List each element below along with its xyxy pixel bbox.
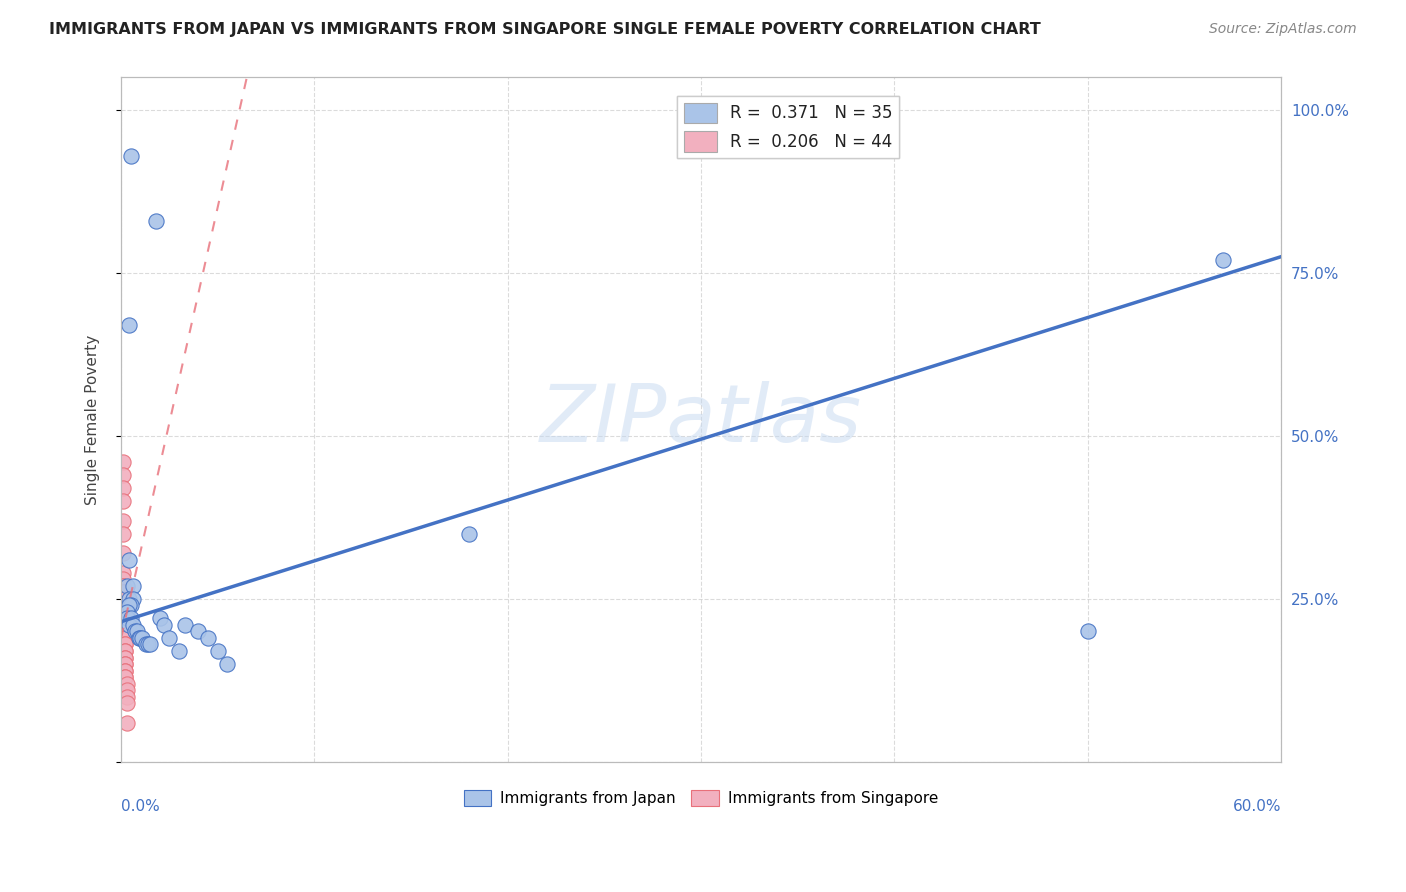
Point bbox=[114, 664, 136, 678]
Point bbox=[114, 644, 136, 658]
Point bbox=[207, 644, 229, 658]
Point bbox=[112, 611, 135, 625]
Point bbox=[112, 618, 135, 632]
Point bbox=[217, 657, 239, 671]
Point bbox=[118, 618, 141, 632]
Point bbox=[112, 591, 135, 606]
Point bbox=[114, 657, 136, 671]
Point bbox=[112, 468, 135, 483]
Point bbox=[112, 455, 135, 469]
Point bbox=[114, 664, 136, 678]
Point bbox=[112, 579, 135, 593]
Point bbox=[115, 605, 138, 619]
Point bbox=[112, 585, 135, 599]
Point bbox=[114, 657, 136, 671]
Point bbox=[115, 715, 138, 730]
Point bbox=[114, 644, 136, 658]
Point bbox=[174, 618, 197, 632]
Point bbox=[112, 591, 135, 606]
Point bbox=[112, 618, 135, 632]
Point bbox=[121, 618, 143, 632]
Point bbox=[114, 631, 136, 645]
Text: 0.0%: 0.0% bbox=[121, 799, 160, 814]
Point bbox=[112, 585, 135, 599]
Point bbox=[112, 599, 135, 613]
Legend: R =  0.371   N = 35, R =  0.206   N = 44: R = 0.371 N = 35, R = 0.206 N = 44 bbox=[676, 96, 900, 159]
Point bbox=[120, 611, 142, 625]
Point bbox=[114, 670, 136, 684]
Point bbox=[135, 637, 157, 651]
Point bbox=[131, 631, 153, 645]
Point bbox=[129, 631, 152, 645]
Point bbox=[125, 624, 148, 639]
Point bbox=[114, 637, 136, 651]
Point bbox=[115, 690, 138, 704]
Point bbox=[167, 644, 190, 658]
Point bbox=[118, 591, 141, 606]
Point bbox=[115, 611, 138, 625]
Point bbox=[112, 572, 135, 586]
Point bbox=[115, 676, 138, 690]
Point bbox=[1077, 624, 1099, 639]
Point bbox=[115, 683, 138, 698]
Point bbox=[458, 526, 481, 541]
Point bbox=[112, 605, 135, 619]
Point bbox=[115, 579, 138, 593]
Point bbox=[1212, 252, 1234, 267]
Point bbox=[118, 599, 141, 613]
Point bbox=[120, 599, 142, 613]
Y-axis label: Single Female Poverty: Single Female Poverty bbox=[86, 334, 100, 505]
Point bbox=[112, 526, 135, 541]
Point bbox=[120, 148, 142, 162]
Point bbox=[128, 631, 150, 645]
Point bbox=[112, 566, 135, 580]
Point bbox=[152, 618, 174, 632]
Point bbox=[139, 637, 162, 651]
Point bbox=[112, 494, 135, 508]
Point bbox=[136, 637, 159, 651]
Point bbox=[112, 599, 135, 613]
Point bbox=[145, 214, 167, 228]
Point bbox=[121, 591, 143, 606]
Point bbox=[114, 631, 136, 645]
Point bbox=[112, 514, 135, 528]
Point bbox=[149, 611, 172, 625]
Point bbox=[118, 318, 141, 332]
Point bbox=[115, 696, 138, 710]
Point bbox=[124, 624, 146, 639]
Text: 60.0%: 60.0% bbox=[1233, 799, 1281, 814]
Text: IMMIGRANTS FROM JAPAN VS IMMIGRANTS FROM SINGAPORE SINGLE FEMALE POVERTY CORRELA: IMMIGRANTS FROM JAPAN VS IMMIGRANTS FROM… bbox=[49, 22, 1040, 37]
Point bbox=[114, 650, 136, 665]
Point bbox=[159, 631, 181, 645]
Point bbox=[114, 650, 136, 665]
Point bbox=[112, 481, 135, 495]
Point bbox=[114, 670, 136, 684]
Point bbox=[114, 624, 136, 639]
Point bbox=[118, 553, 141, 567]
Point bbox=[112, 579, 135, 593]
Point bbox=[114, 624, 136, 639]
Point bbox=[114, 637, 136, 651]
Point bbox=[121, 579, 143, 593]
Text: ZIPatlas: ZIPatlas bbox=[540, 381, 862, 458]
Point bbox=[112, 546, 135, 560]
Point bbox=[187, 624, 209, 639]
Point bbox=[112, 611, 135, 625]
Text: Source: ZipAtlas.com: Source: ZipAtlas.com bbox=[1209, 22, 1357, 37]
Point bbox=[112, 605, 135, 619]
Point bbox=[197, 631, 219, 645]
